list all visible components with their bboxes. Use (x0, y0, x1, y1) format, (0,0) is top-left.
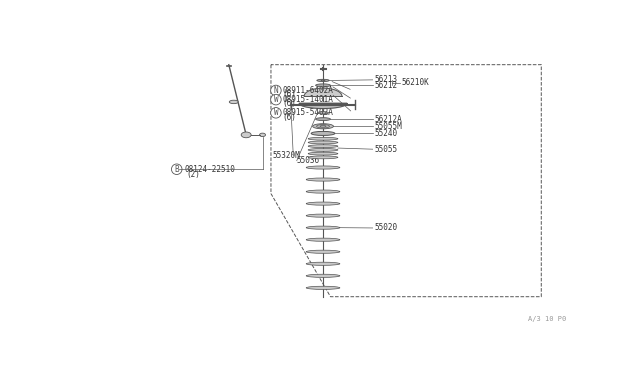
Ellipse shape (306, 202, 340, 205)
Polygon shape (300, 103, 347, 109)
Circle shape (241, 132, 251, 138)
Ellipse shape (306, 214, 340, 217)
Ellipse shape (308, 148, 338, 151)
Ellipse shape (306, 286, 340, 289)
Ellipse shape (308, 141, 338, 144)
Ellipse shape (317, 79, 329, 81)
Ellipse shape (308, 152, 338, 155)
Text: 08915-1401A: 08915-1401A (282, 95, 333, 104)
Ellipse shape (308, 156, 338, 159)
Ellipse shape (306, 238, 340, 241)
Text: B: B (175, 165, 179, 174)
Ellipse shape (306, 178, 340, 181)
Text: 55055: 55055 (374, 145, 397, 154)
Polygon shape (304, 88, 342, 96)
Ellipse shape (306, 262, 340, 265)
Text: 56210K: 56210K (401, 78, 429, 87)
Text: A/3 10 P0: A/3 10 P0 (528, 317, 566, 323)
Text: 56212A: 56212A (374, 115, 402, 124)
Text: (6): (6) (282, 99, 296, 108)
Text: 56212: 56212 (374, 81, 397, 90)
Ellipse shape (306, 166, 340, 169)
Ellipse shape (306, 250, 340, 253)
Circle shape (260, 133, 266, 137)
Text: 08915-5402A: 08915-5402A (282, 108, 333, 117)
Ellipse shape (306, 274, 340, 278)
Text: 08911-6402A: 08911-6402A (282, 86, 333, 95)
Text: (6): (6) (282, 113, 296, 122)
Text: W: W (274, 108, 278, 117)
Ellipse shape (306, 226, 340, 229)
Text: W: W (274, 95, 278, 104)
Ellipse shape (306, 190, 340, 193)
Text: (6): (6) (282, 90, 296, 99)
Text: 55055M: 55055M (374, 122, 402, 131)
Text: 56213: 56213 (374, 76, 397, 84)
Ellipse shape (308, 137, 338, 140)
Ellipse shape (316, 84, 330, 87)
Text: 55036: 55036 (297, 156, 320, 165)
Ellipse shape (311, 131, 335, 135)
Text: 55020: 55020 (374, 224, 397, 232)
Text: 55320M: 55320M (273, 151, 300, 160)
Ellipse shape (229, 100, 238, 104)
Text: (2): (2) (187, 170, 200, 179)
Ellipse shape (317, 112, 328, 114)
Ellipse shape (308, 145, 338, 148)
Text: 08124-22510: 08124-22510 (184, 165, 235, 174)
Text: 55240: 55240 (374, 129, 397, 138)
Ellipse shape (316, 118, 330, 121)
Ellipse shape (312, 124, 333, 129)
Text: N: N (274, 86, 278, 95)
